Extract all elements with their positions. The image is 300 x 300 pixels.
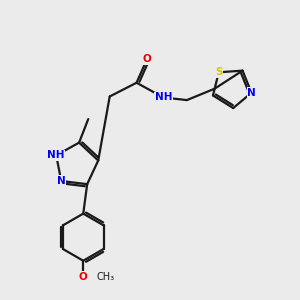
- Text: O: O: [142, 54, 152, 64]
- Text: N: N: [57, 176, 66, 186]
- Text: N: N: [247, 88, 256, 98]
- Text: NH: NH: [154, 92, 172, 103]
- Text: S: S: [215, 67, 223, 77]
- Text: O: O: [79, 272, 88, 282]
- Text: CH₃: CH₃: [97, 272, 115, 282]
- Text: NH: NH: [47, 150, 64, 160]
